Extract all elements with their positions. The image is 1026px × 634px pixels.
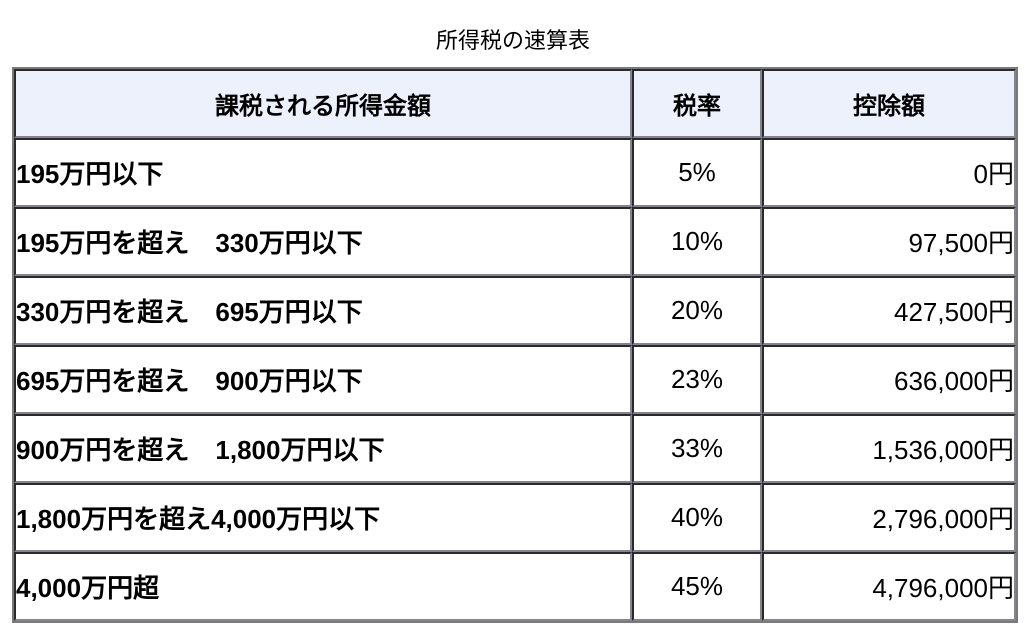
header-income: 課税される所得金額 bbox=[14, 69, 632, 138]
table-row: 695万円を超え 900万円以下 23% 636,000円 bbox=[14, 345, 1016, 414]
table-row: 1,800万円を超え4,000万円以下 40% 2,796,000円 bbox=[14, 483, 1016, 552]
income-cell: 195万円を超え 330万円以下 bbox=[14, 207, 632, 276]
table-row: 330万円を超え 695万円以下 20% 427,500円 bbox=[14, 276, 1016, 345]
deduction-cell: 636,000円 bbox=[762, 345, 1016, 414]
rate-cell: 10% bbox=[632, 207, 762, 276]
table-row: 195万円以下 5% 0円 bbox=[14, 138, 1016, 207]
rate-cell: 20% bbox=[632, 276, 762, 345]
income-cell: 195万円以下 bbox=[14, 138, 632, 207]
table-row: 900万円を超え 1,800万円以下 33% 1,536,000円 bbox=[14, 414, 1016, 483]
deduction-cell: 2,796,000円 bbox=[762, 483, 1016, 552]
table-row: 4,000万円超 45% 4,796,000円 bbox=[14, 552, 1016, 621]
rate-cell: 33% bbox=[632, 414, 762, 483]
page-title: 所得税の速算表 bbox=[435, 28, 590, 53]
income-cell: 330万円を超え 695万円以下 bbox=[14, 276, 632, 345]
deduction-cell: 0円 bbox=[762, 138, 1016, 207]
income-cell: 695万円を超え 900万円以下 bbox=[14, 345, 632, 414]
income-cell: 4,000万円超 bbox=[14, 552, 632, 621]
tax-rate-table: 課税される所得金額 税率 控除額 195万円以下 5% 0円 195万円を超え … bbox=[12, 67, 1018, 623]
header-row: 課税される所得金額 税率 控除額 bbox=[14, 69, 1016, 138]
rate-cell: 5% bbox=[632, 138, 762, 207]
header-rate: 税率 bbox=[632, 69, 762, 138]
deduction-cell: 427,500円 bbox=[762, 276, 1016, 345]
table-row: 195万円を超え 330万円以下 10% 97,500円 bbox=[14, 207, 1016, 276]
deduction-cell: 1,536,000円 bbox=[762, 414, 1016, 483]
deduction-cell: 4,796,000円 bbox=[762, 552, 1016, 621]
deduction-cell: 97,500円 bbox=[762, 207, 1016, 276]
income-cell: 1,800万円を超え4,000万円以下 bbox=[14, 483, 632, 552]
header-deduction: 控除額 bbox=[762, 69, 1016, 138]
income-cell: 900万円を超え 1,800万円以下 bbox=[14, 414, 632, 483]
rate-cell: 45% bbox=[632, 552, 762, 621]
rate-cell: 40% bbox=[632, 483, 762, 552]
rate-cell: 23% bbox=[632, 345, 762, 414]
